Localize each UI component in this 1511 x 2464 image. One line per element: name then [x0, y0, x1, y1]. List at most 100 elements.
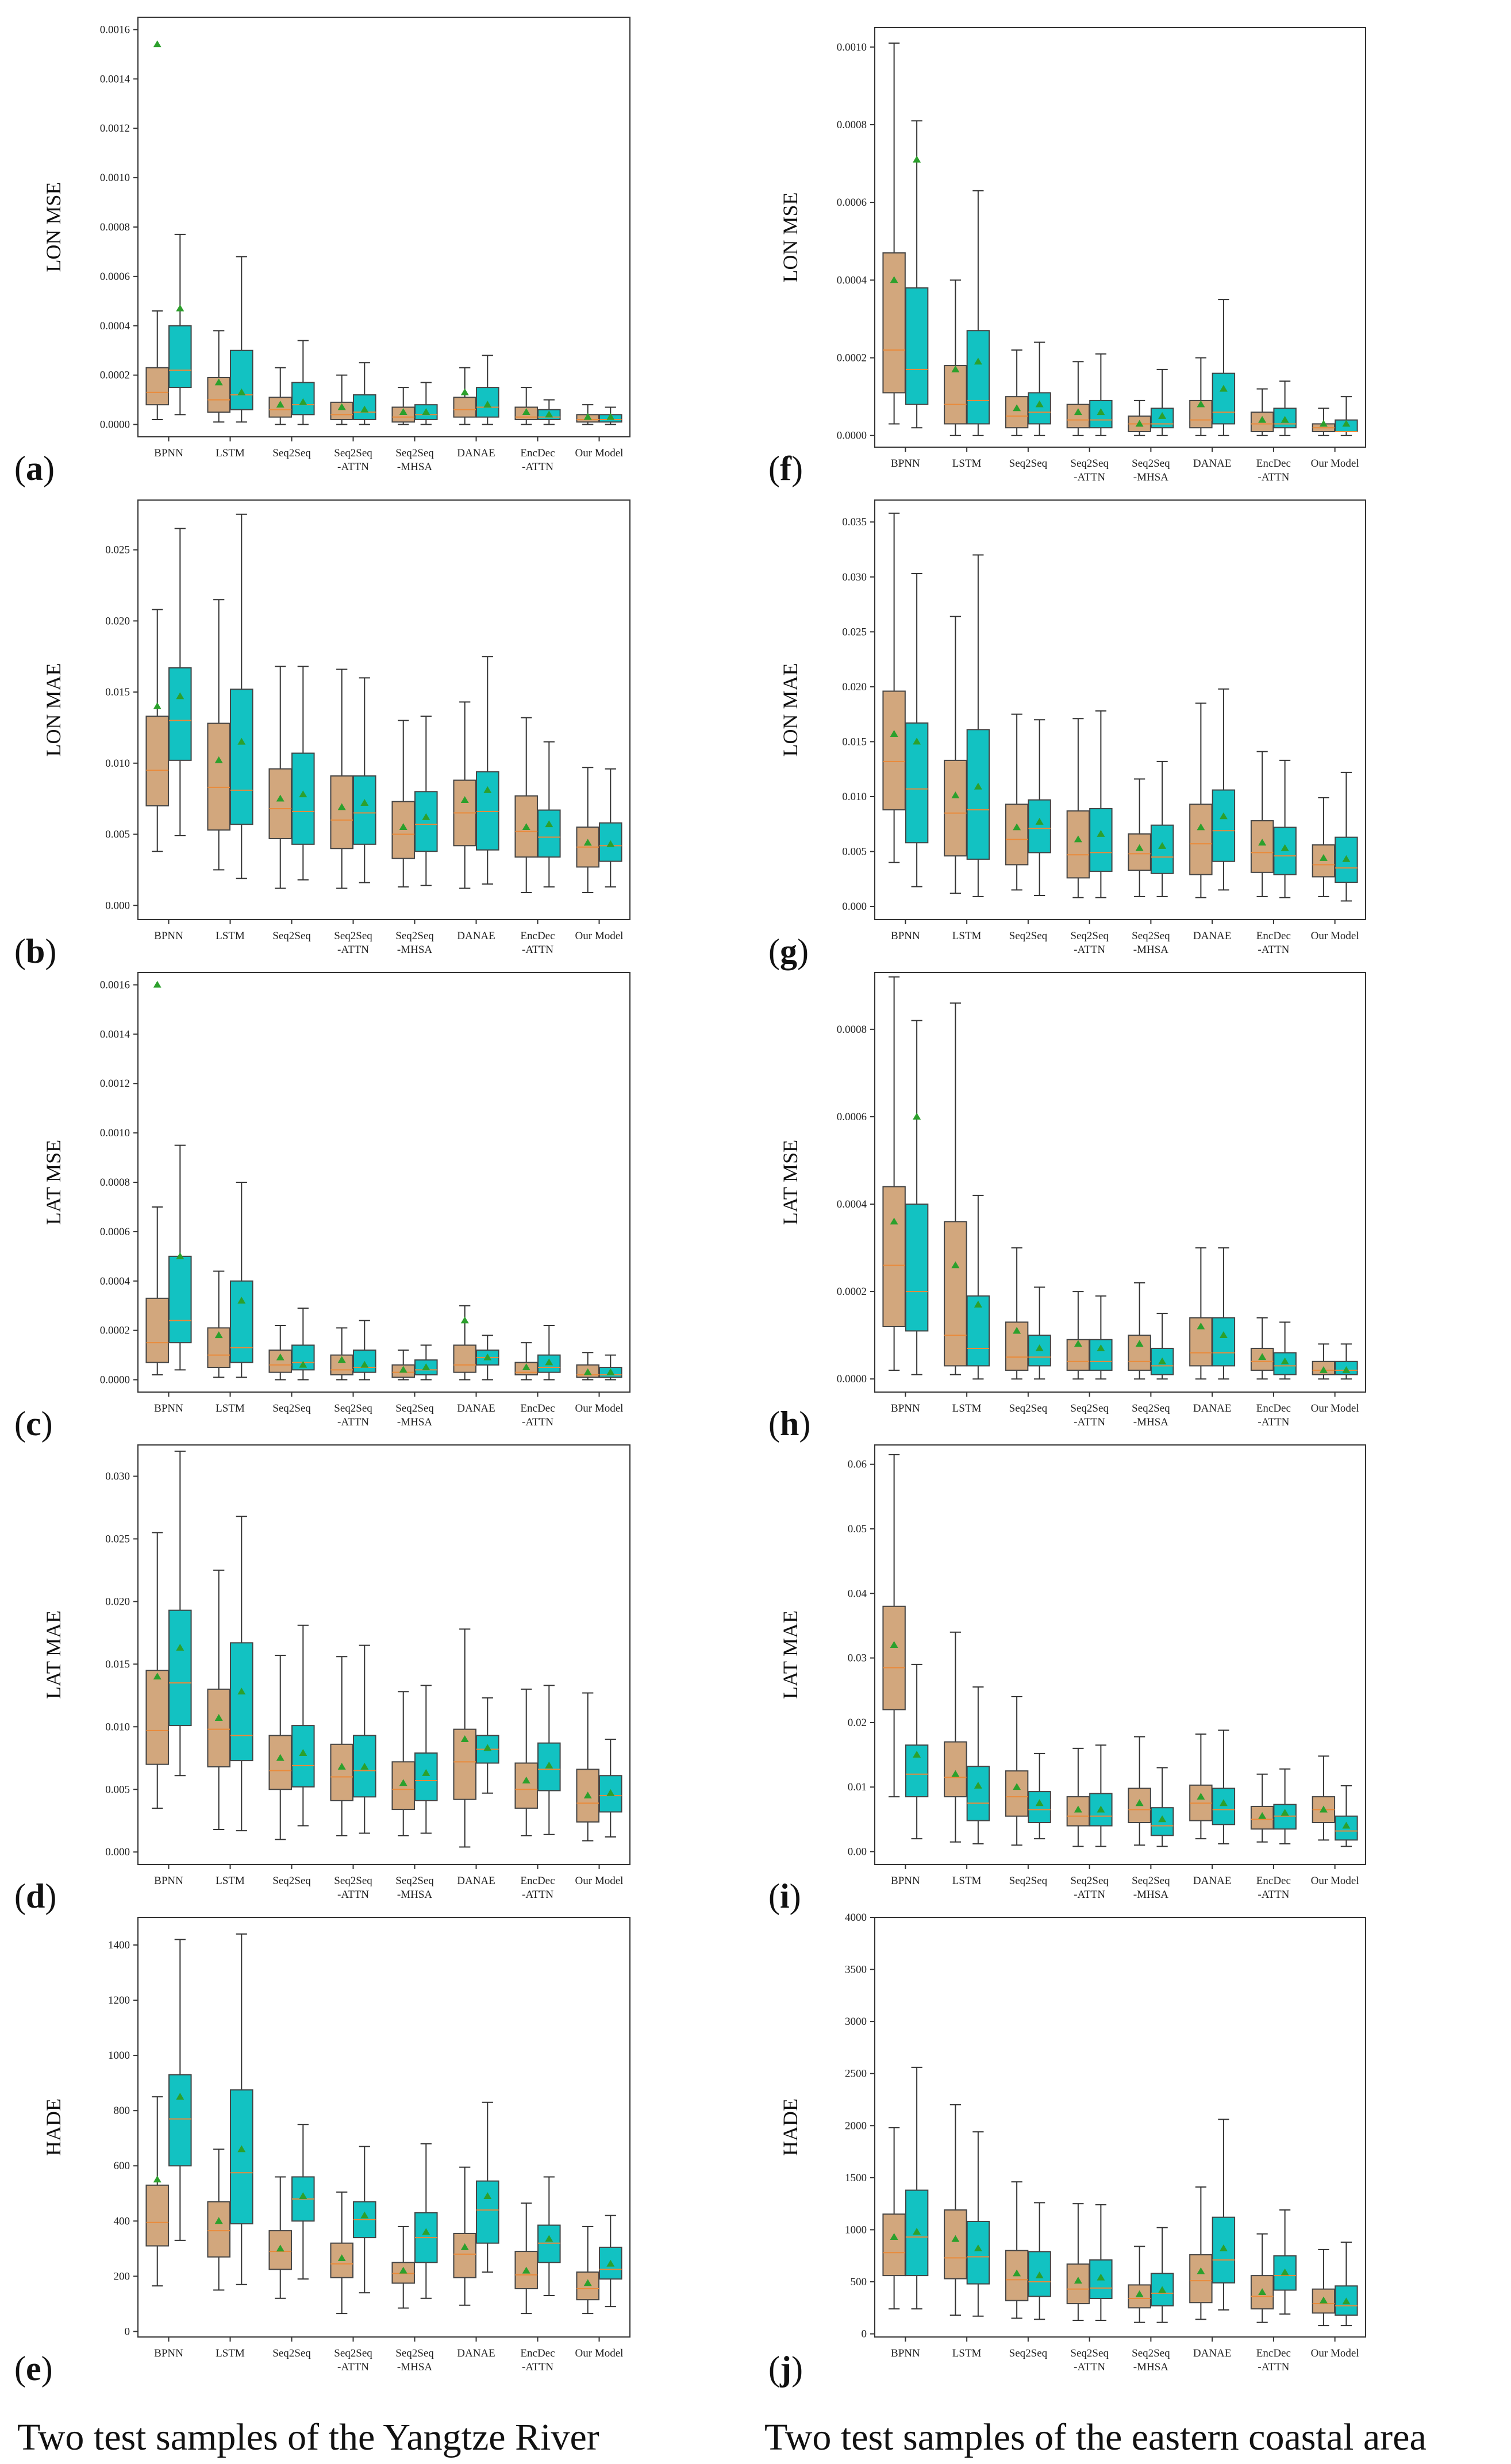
mean-marker [1074, 1340, 1082, 1347]
mean-marker [360, 2211, 369, 2219]
mean-marker [460, 2243, 469, 2250]
y-tick-label: 0.000 [105, 900, 130, 912]
y-tick-label: 0.0016 [100, 979, 130, 991]
x-tick-label: EncDec [1256, 1875, 1291, 1887]
x-tick-label: EncDec [1256, 2347, 1291, 2359]
mean-marker [1097, 2273, 1105, 2281]
box-sample-2 [966, 729, 990, 860]
x-tick-label: Seq2Seq [395, 447, 434, 459]
y-tick-label: 0 [862, 2328, 867, 2340]
y-tick-label: 0.0002 [100, 370, 130, 382]
plot-frame [137, 499, 630, 920]
box-sample-2 [353, 394, 376, 420]
mean-marker [913, 1112, 921, 1120]
mean-marker [1097, 1344, 1105, 1351]
mean-marker [974, 358, 982, 365]
mean-marker [1158, 2286, 1167, 2293]
y-tick-label: 0.010 [105, 1721, 130, 1733]
mean-marker [460, 796, 469, 804]
y-tick-label: 1200 [108, 1994, 130, 2006]
box-sample-1 [944, 2209, 967, 2280]
y-tick-label: 0.0004 [100, 1275, 130, 1287]
box-sample-2 [291, 1725, 315, 1788]
x-tick-label: BPNN [891, 1875, 920, 1887]
x-tick-label: -ATTN [1258, 1889, 1289, 1901]
x-tick-label: EncDec [520, 930, 555, 942]
x-tick-label: -ATTN [1074, 944, 1105, 956]
mean-marker [276, 401, 284, 408]
chart-panel-d: 0.000 0.005 0.010 0.015 0.020 0.025 0.030 LAT M… [14, 1444, 630, 1915]
mean-marker [1281, 844, 1289, 851]
mean-marker [913, 737, 921, 745]
x-tick-label: Seq2Seq [1132, 458, 1170, 470]
mean-marker [1281, 416, 1289, 423]
x-tick-label: DANAE [457, 2347, 495, 2359]
x-tick-label: -ATTN [337, 461, 369, 473]
mean-marker [176, 2093, 184, 2100]
x-tick-label: EncDec [1256, 1402, 1291, 1414]
mean-marker [153, 1673, 162, 1680]
box-sample-2 [291, 752, 315, 845]
x-tick-label: -MHSA [397, 461, 433, 473]
mean-marker [522, 408, 530, 415]
y-tick-label: 0.0012 [100, 122, 130, 134]
panel-label: (b) [14, 932, 56, 970]
mean-marker [360, 405, 369, 413]
box-sample-2 [353, 775, 376, 845]
mean-marker [1074, 2277, 1082, 2284]
y-tick-label: 0.0012 [100, 1078, 130, 1090]
mean-marker [1135, 420, 1144, 427]
y-tick-label: 0.0008 [837, 119, 867, 131]
y-tick-label: 1400 [108, 1939, 130, 1951]
mean-marker [1258, 839, 1267, 846]
box-sample-2 [1212, 1317, 1236, 1367]
mean-marker [522, 1363, 530, 1370]
box-sample-2 [966, 330, 990, 425]
box-sample-2 [414, 791, 438, 852]
mean-marker [214, 756, 223, 763]
box-sample-1 [882, 690, 906, 810]
mean-marker [1342, 2297, 1351, 2305]
y-tick-label: 1000 [845, 2224, 867, 2236]
mean-marker [974, 1300, 982, 1308]
x-tick-label: Seq2Seq [395, 1875, 434, 1887]
y-tick-label: 0.0006 [100, 1226, 130, 1238]
box-sample-2 [966, 2220, 990, 2285]
mean-marker [237, 1297, 246, 1304]
y-tick-label: 0.0000 [837, 1373, 867, 1385]
mean-marker [422, 1769, 430, 1776]
x-tick-label: Seq2Seq [272, 447, 311, 459]
x-tick-label: LSTM [216, 1875, 245, 1887]
x-tick-label: BPNN [154, 1875, 183, 1887]
mean-marker [1074, 835, 1082, 843]
box-sample-1 [882, 2213, 906, 2277]
mean-marker [237, 388, 246, 395]
x-tick-label: -MHSA [1133, 471, 1169, 483]
caption-left: Two test samples of the Yangtze River [17, 2416, 599, 2458]
mean-marker [214, 1714, 223, 1721]
x-tick-label: BPNN [891, 2347, 920, 2359]
mean-marker [1035, 817, 1044, 825]
x-tick-label: DANAE [1193, 458, 1232, 470]
box-sample-2 [230, 1280, 253, 1363]
x-tick-label: -ATTN [337, 1416, 369, 1428]
box-sample-2 [537, 2224, 561, 2263]
y-tick-label: 0.005 [105, 1783, 130, 1796]
box-sample-1 [1005, 1770, 1029, 1817]
mean-marker [483, 786, 492, 793]
y-tick-label: 0.030 [105, 1470, 130, 1482]
mean-marker [1035, 1799, 1044, 1806]
mean-marker [1258, 1353, 1267, 1360]
chart-panel-e: 0 200 400 600 800 1000 1200 1400 HADE BPNN LSTM Seq… [14, 1917, 630, 2388]
chart-panel-a: 0.0000 0.0002 0.0004 0.0006 0.0008 0.0010 0.00… [14, 17, 630, 487]
mean-marker [1219, 2244, 1228, 2251]
mean-marker [1097, 829, 1105, 837]
box-sample-1 [1128, 833, 1151, 871]
mean-marker [1342, 1821, 1351, 1829]
x-tick-label: -ATTN [522, 2361, 553, 2373]
mean-marker [1013, 823, 1021, 831]
plot-frame [874, 499, 1366, 920]
y-tick-label: 0.0006 [837, 1111, 867, 1123]
mean-marker [399, 2266, 407, 2274]
y-tick-label: 0.0004 [837, 1198, 867, 1210]
